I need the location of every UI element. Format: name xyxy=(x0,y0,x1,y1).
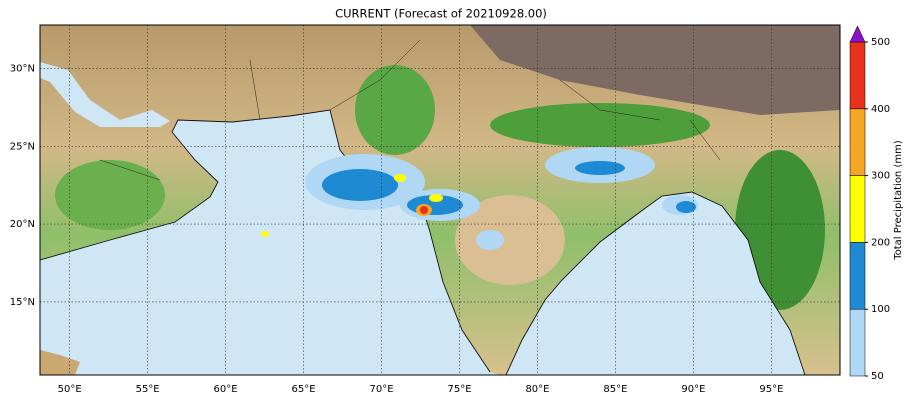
precip-area xyxy=(429,194,443,202)
precip-area xyxy=(261,231,269,237)
precip-area xyxy=(676,201,696,213)
indus-plain xyxy=(355,65,435,155)
colorbar-bin xyxy=(849,175,866,243)
precip-area xyxy=(575,161,625,175)
map-frame xyxy=(39,24,841,376)
lon-tick-label: 85°E xyxy=(603,384,627,395)
colorbar-tick-label: 50 xyxy=(871,371,884,382)
lat-tick-label: 25°N xyxy=(10,141,35,152)
lon-tick-label: 65°E xyxy=(292,384,316,395)
arabian-sea xyxy=(40,110,500,375)
lon-tick-label: 70°E xyxy=(369,384,393,395)
arabia-green xyxy=(55,160,165,230)
graticule xyxy=(40,25,840,375)
colorbar-tick-label: 500 xyxy=(871,37,890,48)
map-title: CURRENT (Forecast of 20210928.00) xyxy=(335,7,547,21)
colorbar-tick-label: 400 xyxy=(871,104,890,115)
colorbar-bin xyxy=(849,41,866,110)
precip-area xyxy=(420,206,428,214)
colorbar-tick-label: 300 xyxy=(871,171,890,182)
lat-tick-label: 20°N xyxy=(10,219,35,230)
africa xyxy=(40,350,80,375)
colorbar-tick-label: 200 xyxy=(871,237,890,248)
myanmar-green xyxy=(735,150,825,310)
lon-tick-label: 95°E xyxy=(759,384,783,395)
lat-tick-label: 30°N xyxy=(10,64,35,75)
lon-tick-label: 75°E xyxy=(447,384,471,395)
colorbar-tick-label: 100 xyxy=(871,304,890,315)
bay-of-bengal xyxy=(506,192,805,375)
precip-area xyxy=(322,169,398,201)
persian-gulf xyxy=(40,62,170,127)
colorbar-bin xyxy=(849,242,866,310)
colorbar-label: Total Precipitation (mm) xyxy=(893,140,904,261)
precip-area xyxy=(394,174,406,182)
lon-tick-label: 80°E xyxy=(525,384,549,395)
coastline xyxy=(40,109,806,375)
colorbar-bin xyxy=(849,108,866,176)
borders xyxy=(99,39,721,181)
lon-tick-label: 50°E xyxy=(58,384,82,395)
precipitation xyxy=(261,147,698,250)
lon-tick-label: 55°E xyxy=(136,384,160,395)
lon-tick-label: 90°E xyxy=(681,384,705,395)
himalaya xyxy=(470,25,840,115)
colorbar-bin xyxy=(849,308,866,377)
gangetic-plain xyxy=(490,103,710,147)
lat-tick-label: 15°N xyxy=(10,297,35,308)
precip-area xyxy=(476,230,504,250)
colorbar-extend xyxy=(849,25,866,43)
lon-tick-label: 60°E xyxy=(214,384,238,395)
map-area xyxy=(40,25,840,375)
